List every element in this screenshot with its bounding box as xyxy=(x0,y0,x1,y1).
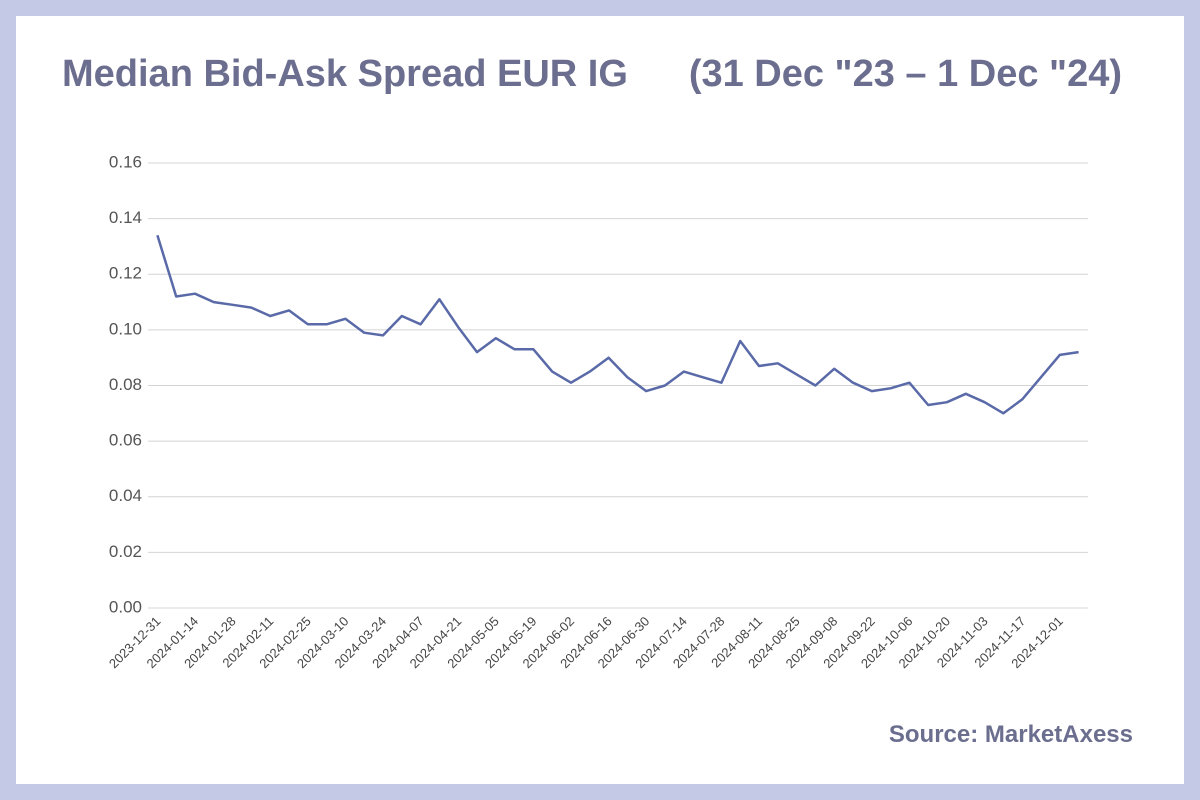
y-tick-label: 0.10 xyxy=(109,319,142,338)
chart-title: Median Bid-Ask Spread EUR IG xyxy=(62,53,628,95)
chart-subtitle: (31 Dec "23 – 1 Dec "24) xyxy=(689,53,1122,95)
y-tick-label: 0.16 xyxy=(109,152,142,171)
y-tick-label: 0.00 xyxy=(109,597,142,616)
y-tick-label: 0.02 xyxy=(109,542,142,561)
y-tick-label: 0.12 xyxy=(109,264,142,283)
source: Source: MarketAxess xyxy=(889,721,1133,748)
y-tick-label: 0.04 xyxy=(109,486,142,505)
y-tick-label: 0.08 xyxy=(109,375,142,394)
y-tick-label: 0.06 xyxy=(109,431,142,450)
line xyxy=(156,234,1079,415)
y-tick-label: 0.14 xyxy=(109,208,142,227)
card xyxy=(16,16,1184,784)
